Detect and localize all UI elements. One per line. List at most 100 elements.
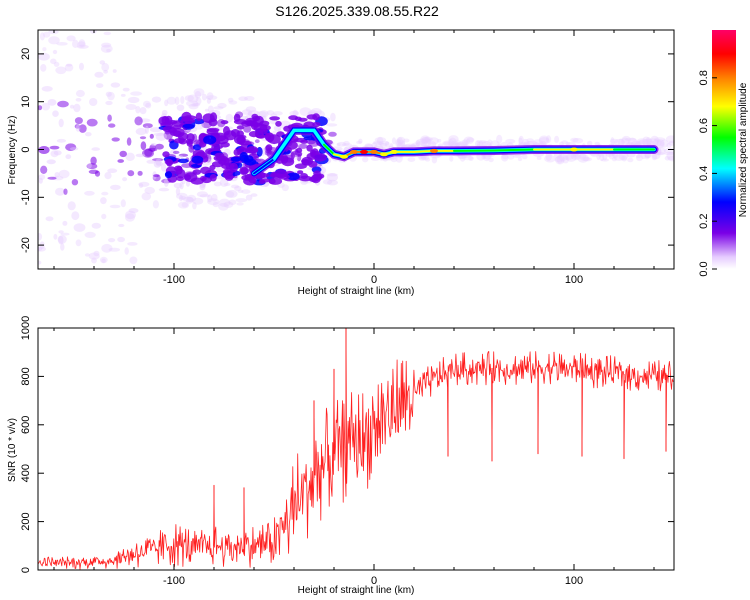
spectrogram-blob (90, 156, 97, 165)
spectrogram-blob (57, 235, 67, 244)
spectrogram-cluster (303, 136, 316, 141)
spectrogram-blob (236, 202, 244, 206)
spectrogram-blob (651, 154, 658, 161)
spectrogram-blob (636, 154, 641, 159)
spectrogram-blob (184, 95, 194, 102)
spectrogram-blob (152, 200, 159, 209)
spectrogram-blob (299, 107, 312, 116)
spectrogram-blob (38, 247, 43, 251)
spectrogram-blob (422, 138, 432, 143)
spectrogram-blob (618, 138, 624, 148)
spectrogram-blob (173, 182, 183, 189)
spectrogram-blob (259, 110, 269, 118)
spectrogram-x-tick-label: 100 (565, 274, 583, 286)
spectrogram-blob (180, 195, 187, 201)
spectrogram-blob (74, 124, 80, 129)
spectrogram-blob (613, 138, 626, 147)
spectrogram-blob (428, 137, 439, 145)
spectrogram-blob (448, 135, 459, 144)
spectrogram-blob (395, 138, 402, 148)
spectrogram-blob (65, 154, 72, 160)
spectrogram-blob (100, 44, 113, 53)
spectrogram-blob (666, 151, 674, 161)
spectrogram-blob (459, 153, 466, 162)
spectrogram-blob (468, 156, 474, 162)
spectrogram-blob (443, 141, 451, 146)
spectrogram-cluster (240, 167, 250, 175)
spectrogram-blob (77, 41, 86, 48)
spectrogram-blob (500, 153, 509, 162)
spectrogram-x-label: Height of straight line (km) (298, 286, 415, 297)
spectrogram-blob (582, 157, 593, 162)
spectrogram-blob (379, 142, 388, 148)
spectrogram-blob (137, 170, 143, 176)
spectrogram-blob (608, 152, 615, 160)
spectrogram-blob (374, 137, 387, 143)
spectrogram-blob (326, 123, 338, 127)
spectrogram-blob (424, 157, 431, 162)
spectrogram-blob (101, 62, 110, 72)
spectrogram-blob (178, 153, 189, 157)
ridge-hotspot (340, 154, 348, 159)
spectrogram-cluster (312, 121, 321, 128)
spectrogram-blob (179, 181, 184, 190)
spectrogram-blob (141, 192, 152, 201)
spectrogram-blob (544, 154, 556, 163)
spectrogram-blob (38, 233, 43, 241)
spectrogram-blob (89, 98, 98, 106)
spectrogram-blob (391, 137, 397, 145)
spectrogram-blob (628, 137, 638, 147)
spectrogram-blob (463, 136, 474, 145)
spectrogram-blob (396, 136, 406, 144)
spectrogram-cluster (236, 136, 246, 145)
snr-y-tick-label: 0 (20, 567, 32, 573)
spectrogram-cluster (183, 117, 196, 124)
spectrogram-y-tick-label: 20 (20, 48, 32, 60)
spectrogram-blob (135, 106, 141, 114)
spectrogram-blob (201, 93, 207, 101)
spectrogram-blob (397, 137, 403, 146)
spectrogram-blob (610, 137, 615, 147)
spectrogram-blob (199, 183, 206, 191)
spectrogram-blob (176, 192, 188, 200)
spectrogram-blob (554, 135, 560, 143)
spectrogram-blob (449, 155, 454, 162)
spectrogram-blob (58, 235, 64, 245)
spectrogram-blob (273, 125, 281, 132)
spectrogram-blob (130, 91, 143, 96)
spectrogram-blob (158, 187, 170, 192)
snr-y-tick-label: 1000 (20, 316, 32, 340)
spectrogram-blob (424, 136, 430, 144)
spectrogram-blob (627, 157, 634, 163)
spectrogram-blob (75, 239, 82, 247)
snr-x-tick-label: 100 (565, 575, 583, 587)
spectrogram-blob (664, 151, 674, 156)
spectrogram-blob (466, 139, 471, 144)
spectrogram-blob (281, 184, 289, 192)
spectrogram-blob (49, 145, 60, 150)
spectrogram-cluster (177, 158, 189, 164)
spectrogram-blob (532, 139, 543, 146)
spectrogram-blob (174, 96, 180, 106)
spectrogram-blob (180, 96, 185, 104)
spectrogram-blob (341, 143, 352, 147)
spectrogram-blob (418, 155, 427, 161)
spectrogram-blob (175, 187, 181, 196)
figure-title: S126.2025.339.08.55.R22 (275, 3, 439, 19)
spectrogram-blob (117, 236, 125, 243)
spectrogram-blob (536, 156, 542, 161)
spectrogram-blob (646, 138, 653, 143)
spectrogram-blob (56, 42, 68, 46)
spectrogram-blob (144, 148, 153, 157)
spectrogram-blob (53, 150, 62, 156)
spectrogram-blob (621, 155, 628, 162)
spectrogram-cluster (258, 179, 266, 184)
spectrogram-blob (538, 137, 550, 145)
spectrogram-blob (505, 138, 516, 144)
spectrogram-blob (94, 71, 104, 78)
spectrogram-blob (101, 191, 109, 196)
spectrogram-blob (149, 133, 154, 139)
spectrogram-blob (664, 156, 671, 161)
spectrogram-blob (105, 100, 113, 106)
